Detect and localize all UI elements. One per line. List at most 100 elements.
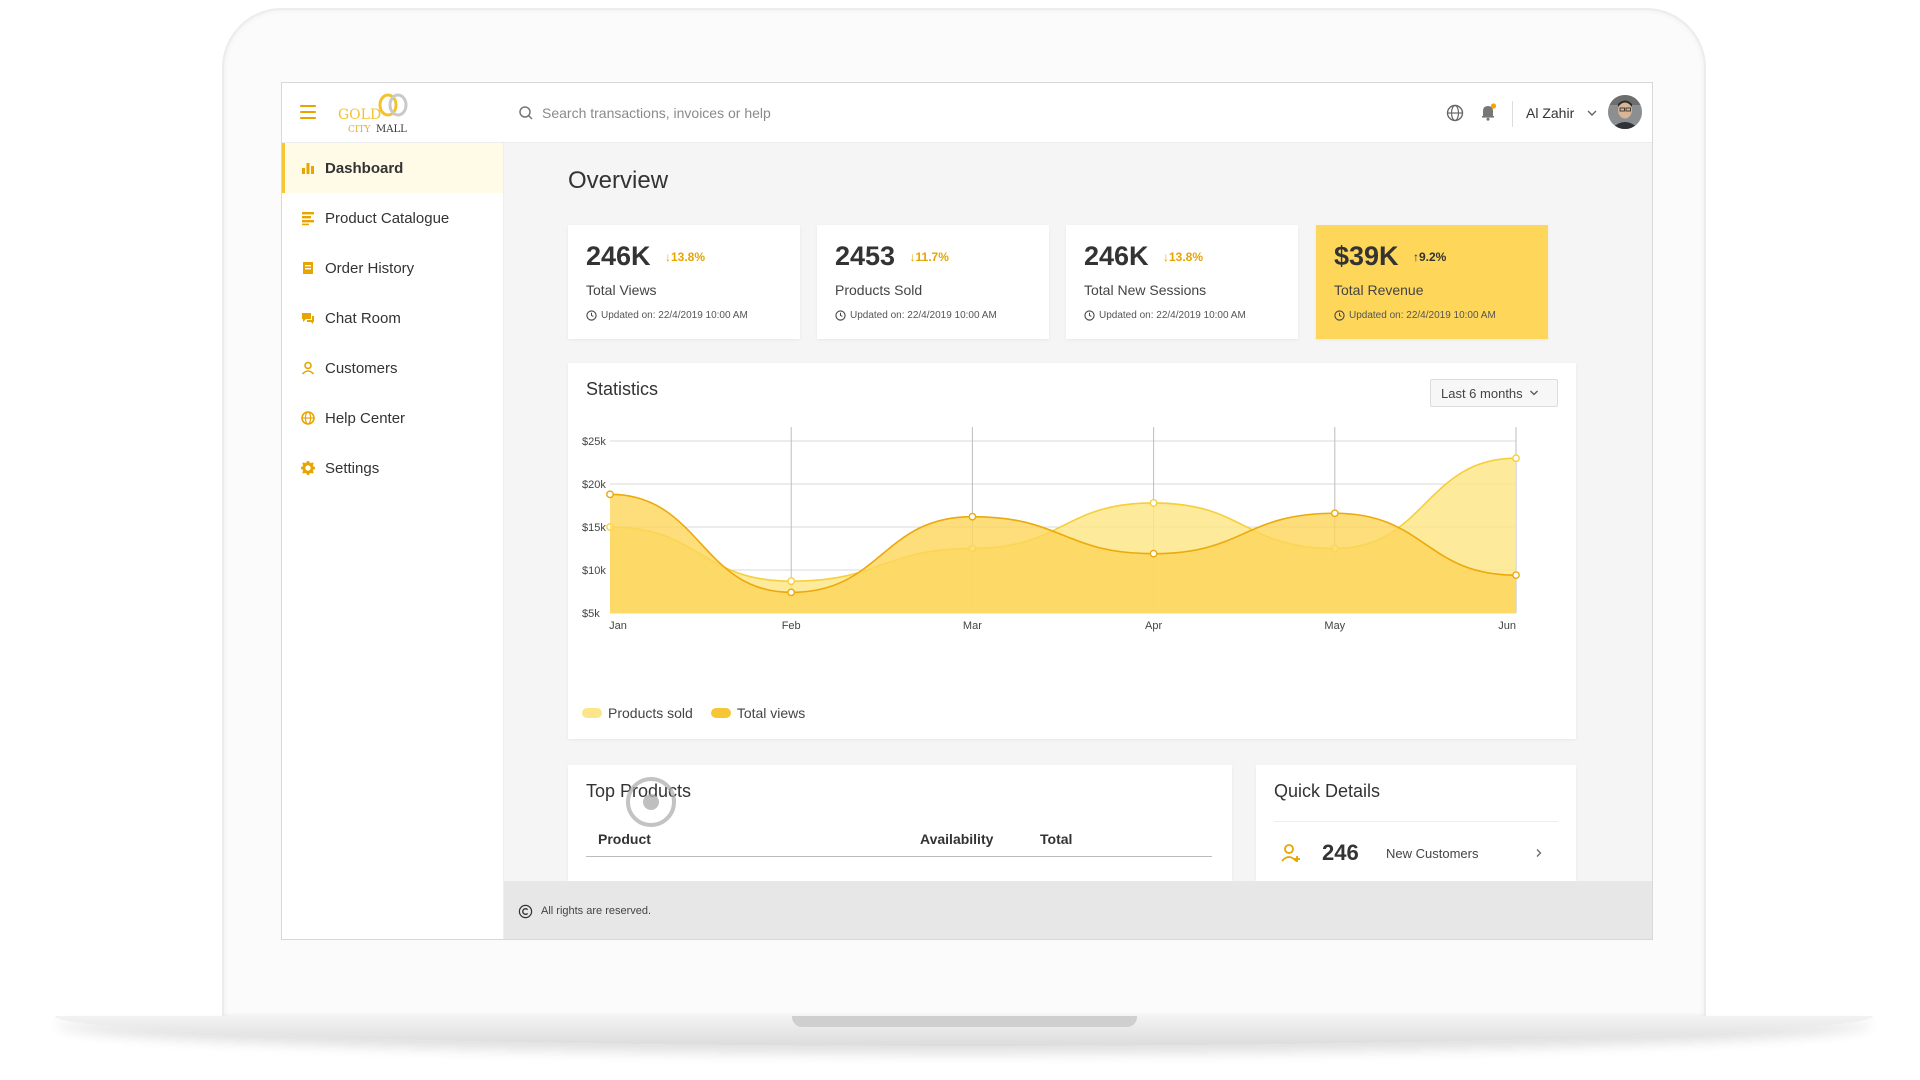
stat-card-total-views[interactable]: 246K ↓13.8% Total Views Updated on: 22/4… — [568, 225, 800, 339]
stat-label: Products Sold — [835, 282, 923, 298]
x-tick-label: Mar — [963, 620, 982, 632]
copyright-icon — [518, 904, 533, 918]
laptop-notch — [792, 1016, 1137, 1027]
bar-chart-icon — [302, 163, 314, 174]
stat-value: 246K — [1084, 241, 1149, 271]
data-point — [787, 577, 796, 586]
range-dropdown[interactable]: Last 6 months — [1430, 379, 1558, 407]
y-tick-label: $5k — [582, 608, 600, 620]
data-point — [787, 588, 796, 597]
topbar-divider — [1512, 101, 1513, 127]
stat-value: $39K — [1334, 241, 1399, 271]
globe-icon — [301, 411, 315, 425]
series-line-1 — [609, 493, 1517, 594]
clock-icon — [1334, 310, 1345, 321]
data-point — [1330, 509, 1339, 518]
data-point — [1512, 454, 1520, 463]
sidebar-item-chat-room[interactable]: Chat Room — [282, 293, 503, 343]
user-menu[interactable]: Al Zahir — [1526, 101, 1598, 125]
hamburger-menu-icon[interactable] — [300, 105, 316, 119]
main-content: Overview 246K ↓13.8% Total Views Updated… — [504, 143, 1652, 905]
search-icon — [519, 106, 533, 120]
globe-icon[interactable] — [1445, 103, 1465, 123]
avatar[interactable] — [1608, 95, 1642, 129]
sidebar-item-label: Help Center — [325, 409, 406, 427]
column-total: Total — [1040, 831, 1073, 847]
chat-icon — [302, 313, 314, 324]
legend-products-sold[interactable]: Products sold — [582, 705, 693, 721]
statistics-panel: Statistics Last 6 months $5k $10k $15k $20k… — [568, 363, 1576, 739]
legend-swatch — [710, 708, 731, 718]
quick-detail-label: New Customers — [1386, 845, 1479, 861]
stat-updated: Updated on: 22/4/2019 10:00 AM — [835, 310, 1031, 321]
sidebar-item-customers[interactable]: Customers — [282, 343, 503, 393]
svg-text:MALL: MALL — [376, 124, 407, 135]
series-area-1 — [610, 494, 1516, 613]
gold-city-mall-logo: GOLD CITY MALL — [338, 93, 408, 135]
sidebar-item-dashboard[interactable]: Dashboard — [282, 143, 503, 193]
stat-updated: Updated on: 22/4/2019 10:00 AM — [1084, 310, 1280, 321]
y-tick-label: $25k — [582, 436, 606, 448]
stat-card-total-new-sessions[interactable]: 246K ↓13.8% Total New Sessions Updated o… — [1066, 225, 1298, 339]
x-tick-label: Jun — [1498, 620, 1516, 632]
stat-label: Total Views — [586, 282, 657, 298]
clock-icon — [586, 310, 597, 321]
clock-icon — [835, 310, 846, 321]
svg-text:CITY: CITY — [348, 125, 371, 135]
stat-card-total-revenue[interactable]: $39K ↑9.2% Total Revenue Updated on: 22/… — [1316, 225, 1548, 339]
quick-details-title: Quick Details — [1274, 781, 1381, 801]
statistics-title: Statistics — [586, 379, 659, 399]
add-user-icon — [1281, 844, 1300, 862]
svg-text:GOLD: GOLD — [338, 107, 381, 123]
x-tick-label: Feb — [782, 620, 801, 632]
sidebar-item-label: Dashboard — [325, 159, 404, 177]
data-point — [968, 512, 977, 521]
sidebar-item-settings[interactable]: Settings — [282, 443, 503, 493]
y-tick-label: $15k — [582, 522, 606, 534]
sidebar-item-label: Product Catalogue — [325, 209, 450, 227]
data-point — [606, 490, 614, 499]
legend-label: Products sold — [608, 705, 693, 721]
data-point — [1512, 571, 1520, 580]
column-product: Product — [598, 831, 651, 847]
order-icon — [303, 262, 313, 274]
app-window: GOLD CITY MALL Al Zahir — [281, 82, 1653, 940]
stat-updated: Updated on: 22/4/2019 10:00 AM — [1334, 310, 1530, 321]
search-bar — [518, 101, 1018, 125]
clock-icon — [1084, 310, 1095, 321]
notification-bell-icon[interactable] — [1478, 102, 1498, 122]
chevron-down-icon — [1529, 390, 1538, 396]
legend-swatch — [582, 708, 602, 718]
user-name: Al Zahir — [1526, 105, 1575, 121]
gear-icon — [301, 461, 315, 475]
stat-updated-text: Updated on: 22/4/2019 10:00 AM — [850, 310, 997, 321]
footer: All rights are reserved. — [504, 881, 1652, 939]
sidebar-item-label: Settings — [325, 459, 380, 477]
person-icon — [301, 361, 315, 375]
x-tick-label: Jan — [609, 620, 627, 632]
range-value: Last 6 months — [1441, 385, 1523, 401]
data-point — [1149, 499, 1158, 507]
stat-card-products-sold[interactable]: 2453 ↓11.7% Products Sold Updated on: 22… — [817, 225, 1049, 339]
stat-change: ↓13.8% — [1163, 250, 1204, 264]
x-tick-label: May — [1324, 620, 1345, 632]
sidebar-item-product-catalogue[interactable]: Product Catalogue — [282, 193, 503, 243]
chevron-down-icon — [1587, 110, 1597, 116]
quick-detail-new-customers[interactable]: 246 New Customers — [1274, 835, 1558, 871]
legend-total-views[interactable]: Total views — [710, 705, 805, 721]
search-input[interactable] — [542, 105, 962, 121]
data-point — [1149, 549, 1158, 558]
sidebar: Dashboard Product Catalogue Order Histor… — [282, 143, 504, 939]
sidebar-item-help-center[interactable]: Help Center — [282, 393, 503, 443]
footer-text: All rights are reserved. — [541, 905, 652, 917]
y-tick-label: $20k — [582, 479, 606, 491]
sidebar-item-order-history[interactable]: Order History — [282, 243, 503, 293]
sidebar-item-label: Customers — [325, 359, 398, 377]
chevron-right-icon — [1536, 849, 1542, 857]
table-header: Product Availability Total — [586, 827, 1212, 857]
sidebar-item-label: Order History — [325, 259, 415, 277]
stat-label: Total New Sessions — [1084, 282, 1207, 298]
page-title: Overview — [568, 167, 669, 194]
stat-value: 246K — [586, 241, 651, 271]
statistics-chart: $5k $10k $15k $20k $25k Jan Feb Mar Apr May Jun — [582, 427, 1520, 632]
